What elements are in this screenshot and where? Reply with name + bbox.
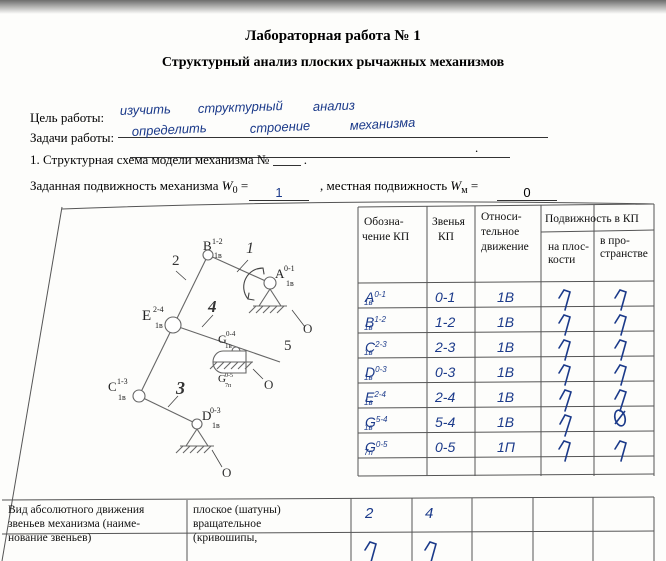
svg-text:Вид абсолютного движения: Вид абсолютного движения <box>8 504 145 516</box>
svg-text:2: 2 <box>364 505 374 522</box>
svg-text:4: 4 <box>425 505 433 522</box>
svg-text:плоское (шатуны): плоское (шатуны) <box>193 504 281 516</box>
svg-text:вращательное: вращательное <box>193 518 261 530</box>
svg-text:(кривошипы,: (кривошипы, <box>193 532 257 544</box>
svg-text:звеньев механизма (наиме-: звеньев механизма (наиме- <box>8 518 140 530</box>
svg-text:нование звеньев): нование звеньев) <box>8 532 92 544</box>
